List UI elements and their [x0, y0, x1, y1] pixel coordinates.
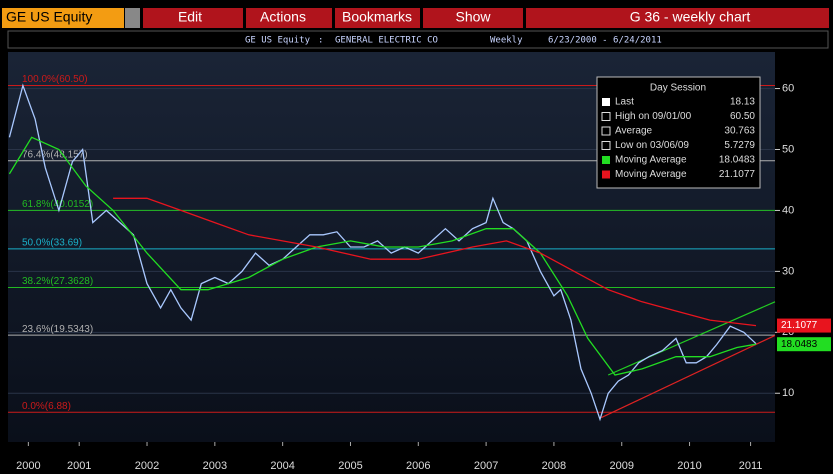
fib-label: 23.6%(19.5343) [22, 324, 93, 335]
legend-swatch [602, 170, 610, 179]
legend-value: 18.0483 [719, 155, 756, 166]
x-tick-label: 2009 [609, 460, 633, 472]
info-range: 6/23/2000 - 6/24/2011 [548, 36, 662, 46]
legend-value: 30.763 [724, 126, 755, 137]
fib-label: 100.0%(60.50) [22, 74, 88, 85]
legend-value: 5.7279 [724, 140, 755, 151]
legend-swatch [602, 156, 610, 164]
fib-label: 76.4%(48.157) [22, 149, 88, 160]
window-title: G 36 - weekly chart [630, 9, 751, 25]
legend-value: 21.1077 [719, 169, 756, 180]
value-flag [777, 318, 831, 333]
legend-title: Day Session [650, 83, 706, 94]
legend-value: 60.50 [730, 111, 755, 122]
fib-label: 38.2%(27.3628) [22, 276, 93, 287]
legend-label: High on 09/01/00 [615, 111, 692, 122]
x-tick-label: 2000 [16, 460, 40, 472]
y-tick-label: 50 [782, 143, 794, 155]
x-tick-label: 2006 [406, 460, 430, 472]
y-tick-label: 30 [782, 265, 794, 277]
x-tick-label: 2003 [203, 460, 227, 472]
legend-icon [601, 112, 611, 121]
menu-button[interactable] [335, 8, 420, 28]
x-tick-label: 2004 [270, 460, 294, 472]
legend-icon [602, 98, 610, 106]
legend-label: Low on 03/06/09 [615, 140, 689, 151]
info-sep: : [318, 36, 323, 46]
ticker: GE US Equity [6, 9, 92, 25]
legend-label: Average [615, 126, 653, 137]
menu-label[interactable]: Bookmarks [342, 9, 412, 25]
legend-label: Last [615, 97, 634, 108]
info-period: Weekly [490, 36, 523, 46]
info-bar [7, 30, 829, 49]
menu-label[interactable]: Edit [178, 9, 202, 25]
trendline [607, 301, 776, 376]
y-tick-label: 60 [782, 82, 794, 94]
trendline [601, 334, 776, 419]
legend-box [596, 76, 761, 189]
info-company: GENERAL ELECTRIC CO [335, 36, 438, 46]
x-tick-label: 2010 [677, 460, 701, 472]
info-ticker: GE US Equity [245, 36, 311, 46]
value-flag [777, 337, 831, 352]
title-bar [526, 8, 829, 28]
dropdown[interactable] [125, 8, 140, 28]
value-flag-label: 21.1077 [781, 320, 818, 331]
menu-label[interactable]: Actions [260, 9, 306, 25]
menu-button[interactable] [423, 8, 523, 28]
x-tick-label: 2001 [67, 460, 91, 472]
series-line [8, 136, 757, 376]
x-tick-label: 2008 [542, 460, 566, 472]
menu-button[interactable] [246, 8, 332, 28]
x-tick-label: 2011 [739, 460, 763, 472]
value-flag-label: 18.0483 [781, 339, 818, 350]
legend-icon [601, 141, 611, 150]
x-tick-label: 2007 [474, 460, 498, 472]
menu-button[interactable] [143, 8, 243, 28]
fib-label: 0.0%(6.88) [22, 401, 71, 412]
series-line [113, 197, 757, 327]
fib-label: 50.0%(33.69) [22, 238, 82, 249]
legend-icon [601, 126, 611, 136]
legend-value: 18.13 [730, 97, 755, 108]
x-tick-label: 2005 [338, 460, 362, 472]
ticker-box[interactable] [2, 8, 124, 28]
legend-label: Moving Average [615, 169, 687, 180]
y-tick-label: 10 [782, 387, 794, 399]
legend-label: Moving Average [615, 155, 687, 166]
x-tick-label: 2002 [135, 460, 159, 472]
menu-label[interactable]: Show [455, 9, 491, 25]
y-tick-label: 40 [782, 204, 794, 216]
